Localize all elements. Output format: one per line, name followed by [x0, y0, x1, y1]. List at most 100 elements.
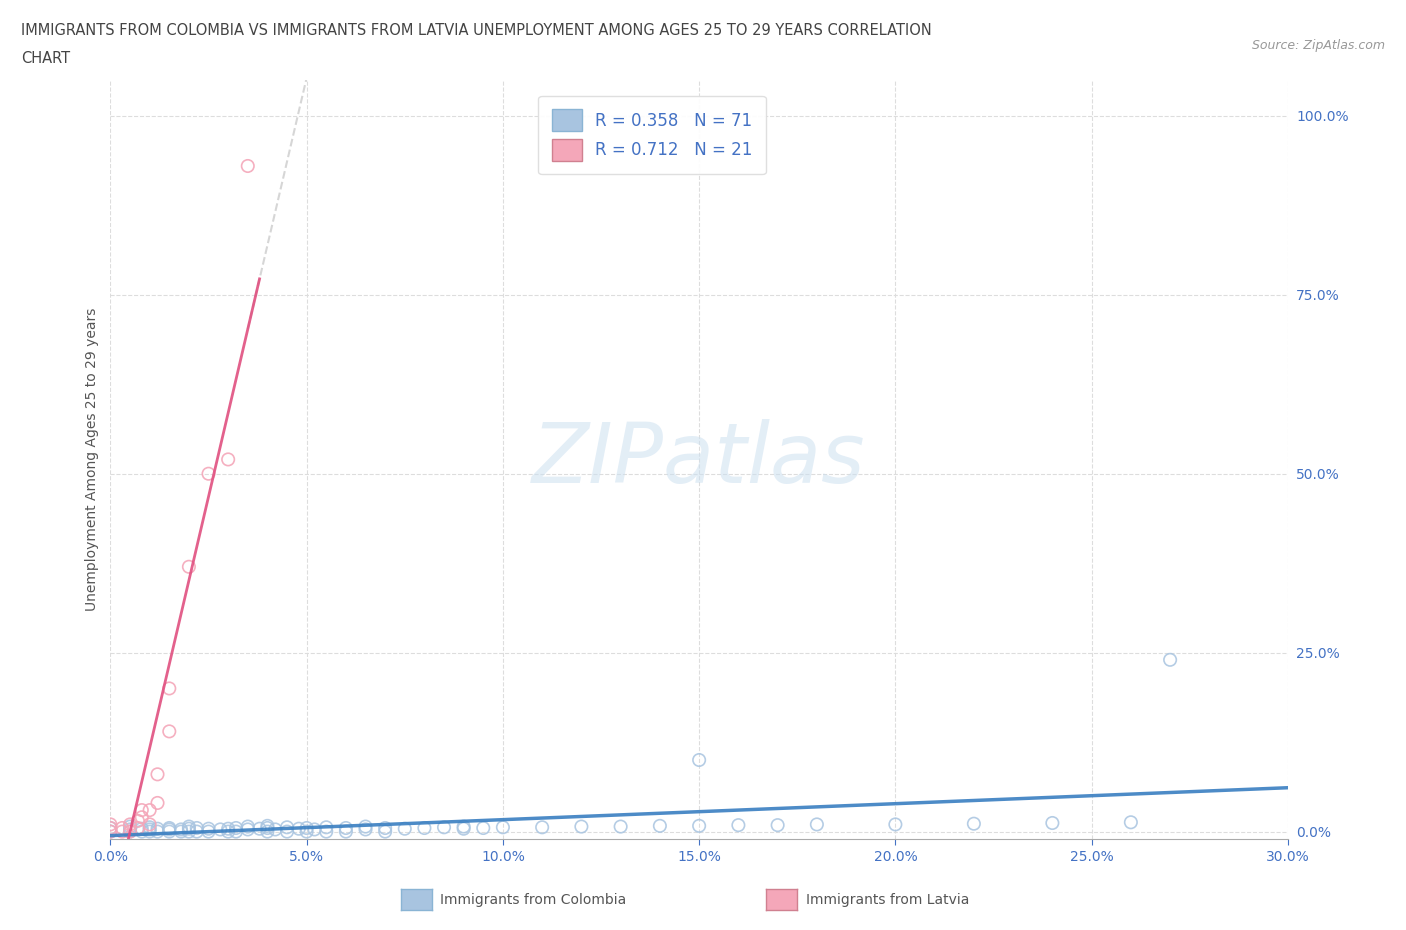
Point — [276, 820, 298, 835]
Point — [217, 452, 239, 467]
Point — [138, 817, 160, 831]
Point — [256, 820, 278, 835]
Point — [217, 821, 239, 836]
Point — [884, 817, 907, 831]
Point — [127, 814, 149, 829]
Point — [100, 824, 122, 839]
Point — [225, 820, 247, 835]
Point — [111, 824, 134, 839]
Point — [146, 795, 169, 810]
Point — [727, 817, 749, 832]
Point — [131, 821, 153, 836]
Point — [806, 817, 828, 831]
Point — [1159, 652, 1181, 667]
Point — [138, 822, 160, 837]
Point — [335, 820, 357, 835]
Point — [571, 819, 593, 834]
Point — [118, 824, 141, 839]
Point — [276, 824, 298, 839]
Point — [256, 818, 278, 833]
Point — [131, 803, 153, 817]
Point — [157, 681, 180, 696]
Y-axis label: Unemployment Among Ages 25 to 29 years: Unemployment Among Ages 25 to 29 years — [86, 308, 100, 611]
Point — [131, 824, 153, 839]
Point — [186, 820, 208, 835]
Point — [335, 824, 357, 839]
Point — [157, 820, 180, 835]
Point — [197, 821, 219, 836]
Point — [217, 824, 239, 839]
Point — [170, 822, 193, 837]
Point — [609, 819, 631, 834]
Point — [186, 824, 208, 839]
Point — [453, 821, 475, 836]
Point — [295, 824, 318, 839]
Point — [100, 820, 122, 835]
Point — [177, 821, 200, 836]
Point — [492, 820, 515, 835]
Point — [197, 466, 219, 481]
Point — [197, 824, 219, 839]
Point — [394, 821, 416, 836]
Point — [118, 819, 141, 834]
Point — [177, 819, 200, 834]
Legend: R = 0.358   N = 71, R = 0.712   N = 21: R = 0.358 N = 71, R = 0.712 N = 21 — [538, 96, 766, 174]
Text: ZIPatlas: ZIPatlas — [533, 418, 866, 500]
Point — [157, 724, 180, 738]
Point — [157, 822, 180, 837]
Point — [1119, 815, 1142, 830]
Point — [157, 824, 180, 839]
Point — [688, 818, 710, 833]
Point — [146, 821, 169, 836]
Point — [531, 820, 554, 835]
Point — [138, 820, 160, 835]
Point — [118, 824, 141, 839]
Text: Source: ZipAtlas.com: Source: ZipAtlas.com — [1251, 39, 1385, 52]
Point — [766, 817, 789, 832]
Point — [170, 824, 193, 839]
Point — [648, 818, 671, 833]
Point — [146, 767, 169, 782]
Point — [127, 820, 149, 835]
Point — [236, 819, 259, 834]
Point — [177, 824, 200, 839]
Point — [374, 824, 396, 839]
Point — [209, 822, 232, 837]
Point — [118, 822, 141, 837]
Point — [264, 822, 287, 837]
Point — [138, 803, 160, 817]
Point — [249, 821, 271, 836]
Text: CHART: CHART — [21, 51, 70, 66]
Point — [288, 821, 311, 836]
Point — [138, 824, 160, 839]
Point — [177, 559, 200, 574]
Point — [225, 824, 247, 839]
Point — [100, 817, 122, 831]
Point — [963, 817, 986, 831]
Point — [433, 820, 456, 835]
Point — [131, 810, 153, 825]
Point — [354, 822, 377, 837]
Point — [236, 822, 259, 837]
Point — [236, 158, 259, 173]
Point — [374, 820, 396, 835]
Point — [453, 819, 475, 834]
Text: Immigrants from Latvia: Immigrants from Latvia — [806, 893, 969, 908]
Point — [118, 817, 141, 831]
Point — [100, 824, 122, 839]
Point — [304, 822, 326, 837]
Point — [146, 824, 169, 839]
Point — [688, 752, 710, 767]
Point — [315, 824, 337, 839]
Point — [315, 820, 337, 835]
Point — [354, 819, 377, 834]
Point — [472, 820, 495, 835]
Point — [256, 824, 278, 839]
Point — [295, 820, 318, 835]
Text: IMMIGRANTS FROM COLOMBIA VS IMMIGRANTS FROM LATVIA UNEMPLOYMENT AMONG AGES 25 TO: IMMIGRANTS FROM COLOMBIA VS IMMIGRANTS F… — [21, 23, 932, 38]
Point — [413, 820, 436, 835]
Point — [100, 820, 122, 835]
Point — [1040, 816, 1063, 830]
Point — [111, 820, 134, 835]
Text: Immigrants from Colombia: Immigrants from Colombia — [440, 893, 626, 908]
